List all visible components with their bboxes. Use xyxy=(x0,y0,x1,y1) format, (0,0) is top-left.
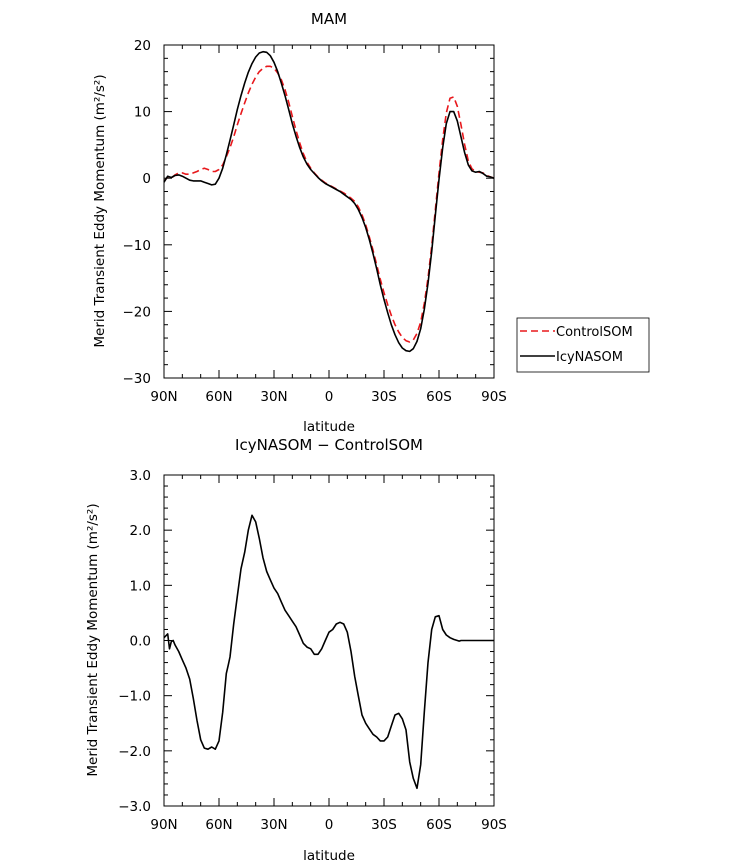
chart-title: MAM xyxy=(311,10,347,28)
chart-panel-top: MAM 90N 60N 30N 0 30S 60S 90S −30 −20 −10 0 10 20 l… xyxy=(92,10,650,435)
y-tick-label: −3.0 xyxy=(118,799,151,815)
x-tick-label: 90S xyxy=(481,817,507,833)
x-tick-label: 30N xyxy=(260,817,287,833)
y-tick-labels: −3.0 −2.0 −1.0 0.0 1.0 2.0 3.0 xyxy=(118,468,151,815)
plot-area xyxy=(163,514,494,790)
x-tick-label: 30S xyxy=(371,817,397,833)
y-axis-label: Merid Transient Eddy Momentum (m²/s²) xyxy=(85,503,101,776)
y-tick-label: 0 xyxy=(142,171,151,187)
series-line-icynasom xyxy=(163,50,495,353)
plot-frame xyxy=(163,474,495,807)
plot-frame xyxy=(163,44,495,379)
y-axis-label: Merid Transient Eddy Momentum (m²/s²) xyxy=(92,74,108,347)
x-tick-label: 30N xyxy=(260,389,287,405)
y-tick-label: 10 xyxy=(134,105,151,121)
y-tick-label: −2.0 xyxy=(118,744,151,760)
y-tick-label: 20 xyxy=(134,38,151,54)
x-tick-label: 60N xyxy=(205,389,232,405)
y-tick-label: −10 xyxy=(123,238,152,254)
chart-title: IcyNASOM − ControlSOM xyxy=(235,436,423,454)
legend-box xyxy=(516,317,650,373)
x-tick-label: 60S xyxy=(426,817,452,833)
legend: ControlSOM IcyNASOM xyxy=(516,317,650,373)
legend-label-icynasom: IcyNASOM xyxy=(556,350,623,365)
x-tick-label: 90N xyxy=(150,817,177,833)
y-tick-label: −30 xyxy=(123,371,152,387)
x-tick-label: 60S xyxy=(426,389,452,405)
x-axis-label: latitude xyxy=(303,419,355,435)
y-tick-label: 0.0 xyxy=(130,634,151,650)
x-tick-labels: 90N 60N 30N 0 30S 60S 90S xyxy=(150,817,507,833)
y-tick-labels: −30 −20 −10 0 10 20 xyxy=(123,38,152,387)
tick-marks xyxy=(163,44,495,379)
x-axis-label: latitude xyxy=(303,848,355,864)
x-tick-label: 90N xyxy=(150,389,177,405)
y-tick-label: 2.0 xyxy=(130,523,151,539)
plot-area xyxy=(163,50,495,353)
y-tick-label: 1.0 xyxy=(130,578,151,594)
y-tick-label: −20 xyxy=(123,304,152,320)
chart-panel-bottom: IcyNASOM − ControlSOM 90N 60N 30N 0 30S 60S 90… xyxy=(85,436,507,864)
y-tick-label: −1.0 xyxy=(118,689,151,705)
x-tick-label: 90S xyxy=(481,389,507,405)
tick-marks xyxy=(163,474,495,807)
y-tick-label: 3.0 xyxy=(130,468,151,484)
x-tick-labels: 90N 60N 30N 0 30S 60S 90S xyxy=(150,389,507,405)
legend-label-controlsom: ControlSOM xyxy=(556,325,633,340)
x-tick-label: 60N xyxy=(205,817,232,833)
series-line-controlsom xyxy=(163,65,495,343)
x-tick-label: 0 xyxy=(325,389,334,405)
series-line-difference xyxy=(163,514,494,790)
x-tick-label: 0 xyxy=(325,817,334,833)
x-tick-label: 30S xyxy=(371,389,397,405)
